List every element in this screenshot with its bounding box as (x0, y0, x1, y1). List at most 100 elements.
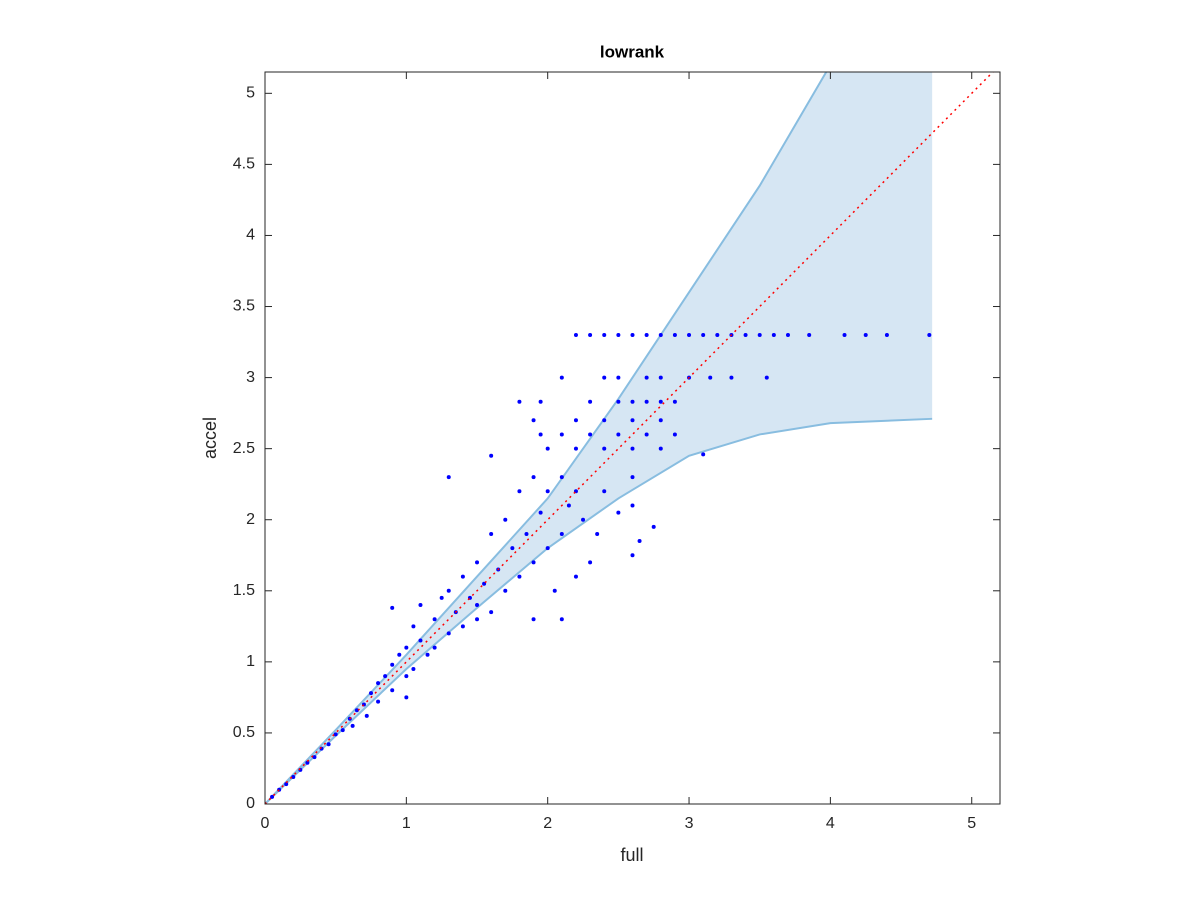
point (538, 510, 543, 515)
point (729, 375, 734, 380)
point (545, 446, 550, 451)
point (489, 531, 494, 536)
x-tick-label: 4 (826, 815, 835, 832)
point (595, 531, 600, 536)
point (475, 603, 480, 608)
point (446, 588, 451, 593)
point (538, 399, 543, 404)
point (404, 645, 409, 650)
point (489, 610, 494, 615)
point (432, 645, 437, 650)
point (559, 375, 564, 380)
point (475, 560, 480, 565)
point (644, 375, 649, 380)
chart-title: lowrank (600, 42, 665, 61)
point (630, 503, 635, 508)
point (390, 662, 395, 667)
y-tick-label: 1 (246, 653, 255, 670)
y-tick-label: 5 (246, 85, 255, 102)
point (397, 652, 402, 657)
point (842, 332, 847, 337)
point (333, 732, 338, 737)
point (383, 674, 388, 679)
point (503, 517, 508, 522)
y-tick-label: 2.5 (233, 440, 255, 457)
confidence-band (265, 72, 933, 804)
point (411, 666, 416, 671)
point (552, 588, 557, 593)
band-lower-edge (265, 417, 933, 804)
point (425, 652, 430, 657)
point (771, 332, 776, 337)
point (588, 432, 593, 437)
point (503, 588, 508, 593)
point (531, 475, 536, 480)
point (404, 695, 409, 700)
point (602, 446, 607, 451)
point (531, 418, 536, 423)
point (616, 432, 621, 437)
point (531, 560, 536, 565)
point (602, 375, 607, 380)
point (672, 332, 677, 337)
point (616, 399, 621, 404)
point (418, 603, 423, 608)
y-tick-label: 1.5 (233, 582, 255, 599)
point (460, 624, 465, 629)
y-tick-label: 0 (246, 795, 255, 812)
point (364, 713, 369, 718)
y-tick-label: 0.5 (233, 724, 255, 741)
point (672, 432, 677, 437)
point (517, 489, 522, 494)
point (757, 332, 762, 337)
y-tick-label: 3 (246, 369, 255, 386)
point (602, 489, 607, 494)
point (588, 399, 593, 404)
point (644, 432, 649, 437)
x-tick-label: 3 (685, 815, 694, 832)
point (291, 774, 296, 779)
point (545, 489, 550, 494)
point (369, 691, 374, 696)
point (687, 332, 692, 337)
point (715, 332, 720, 337)
point (644, 332, 649, 337)
point (531, 617, 536, 622)
point (927, 332, 932, 337)
point (376, 681, 381, 686)
y-tick-label: 4.5 (233, 156, 255, 173)
point (376, 699, 381, 704)
point (630, 475, 635, 480)
point (807, 332, 812, 337)
point (743, 332, 748, 337)
point (616, 332, 621, 337)
point (785, 332, 790, 337)
point (764, 375, 769, 380)
point (446, 475, 451, 480)
point (884, 332, 889, 337)
plot-area (265, 72, 994, 804)
point (573, 332, 578, 337)
y-tick-label: 4 (246, 227, 255, 244)
x-tick-label: 2 (543, 815, 552, 832)
point (559, 432, 564, 437)
point (475, 617, 480, 622)
point (701, 452, 706, 457)
point (354, 708, 359, 713)
point (708, 375, 713, 380)
y-tick-label: 3.5 (233, 298, 255, 315)
point (284, 782, 289, 787)
point (637, 539, 642, 544)
point (588, 332, 593, 337)
point (390, 688, 395, 693)
point (573, 446, 578, 451)
point (545, 546, 550, 551)
point (559, 531, 564, 536)
point (658, 399, 663, 404)
axes-box (264, 71, 1001, 805)
point (559, 475, 564, 480)
point (390, 605, 395, 610)
point (630, 399, 635, 404)
